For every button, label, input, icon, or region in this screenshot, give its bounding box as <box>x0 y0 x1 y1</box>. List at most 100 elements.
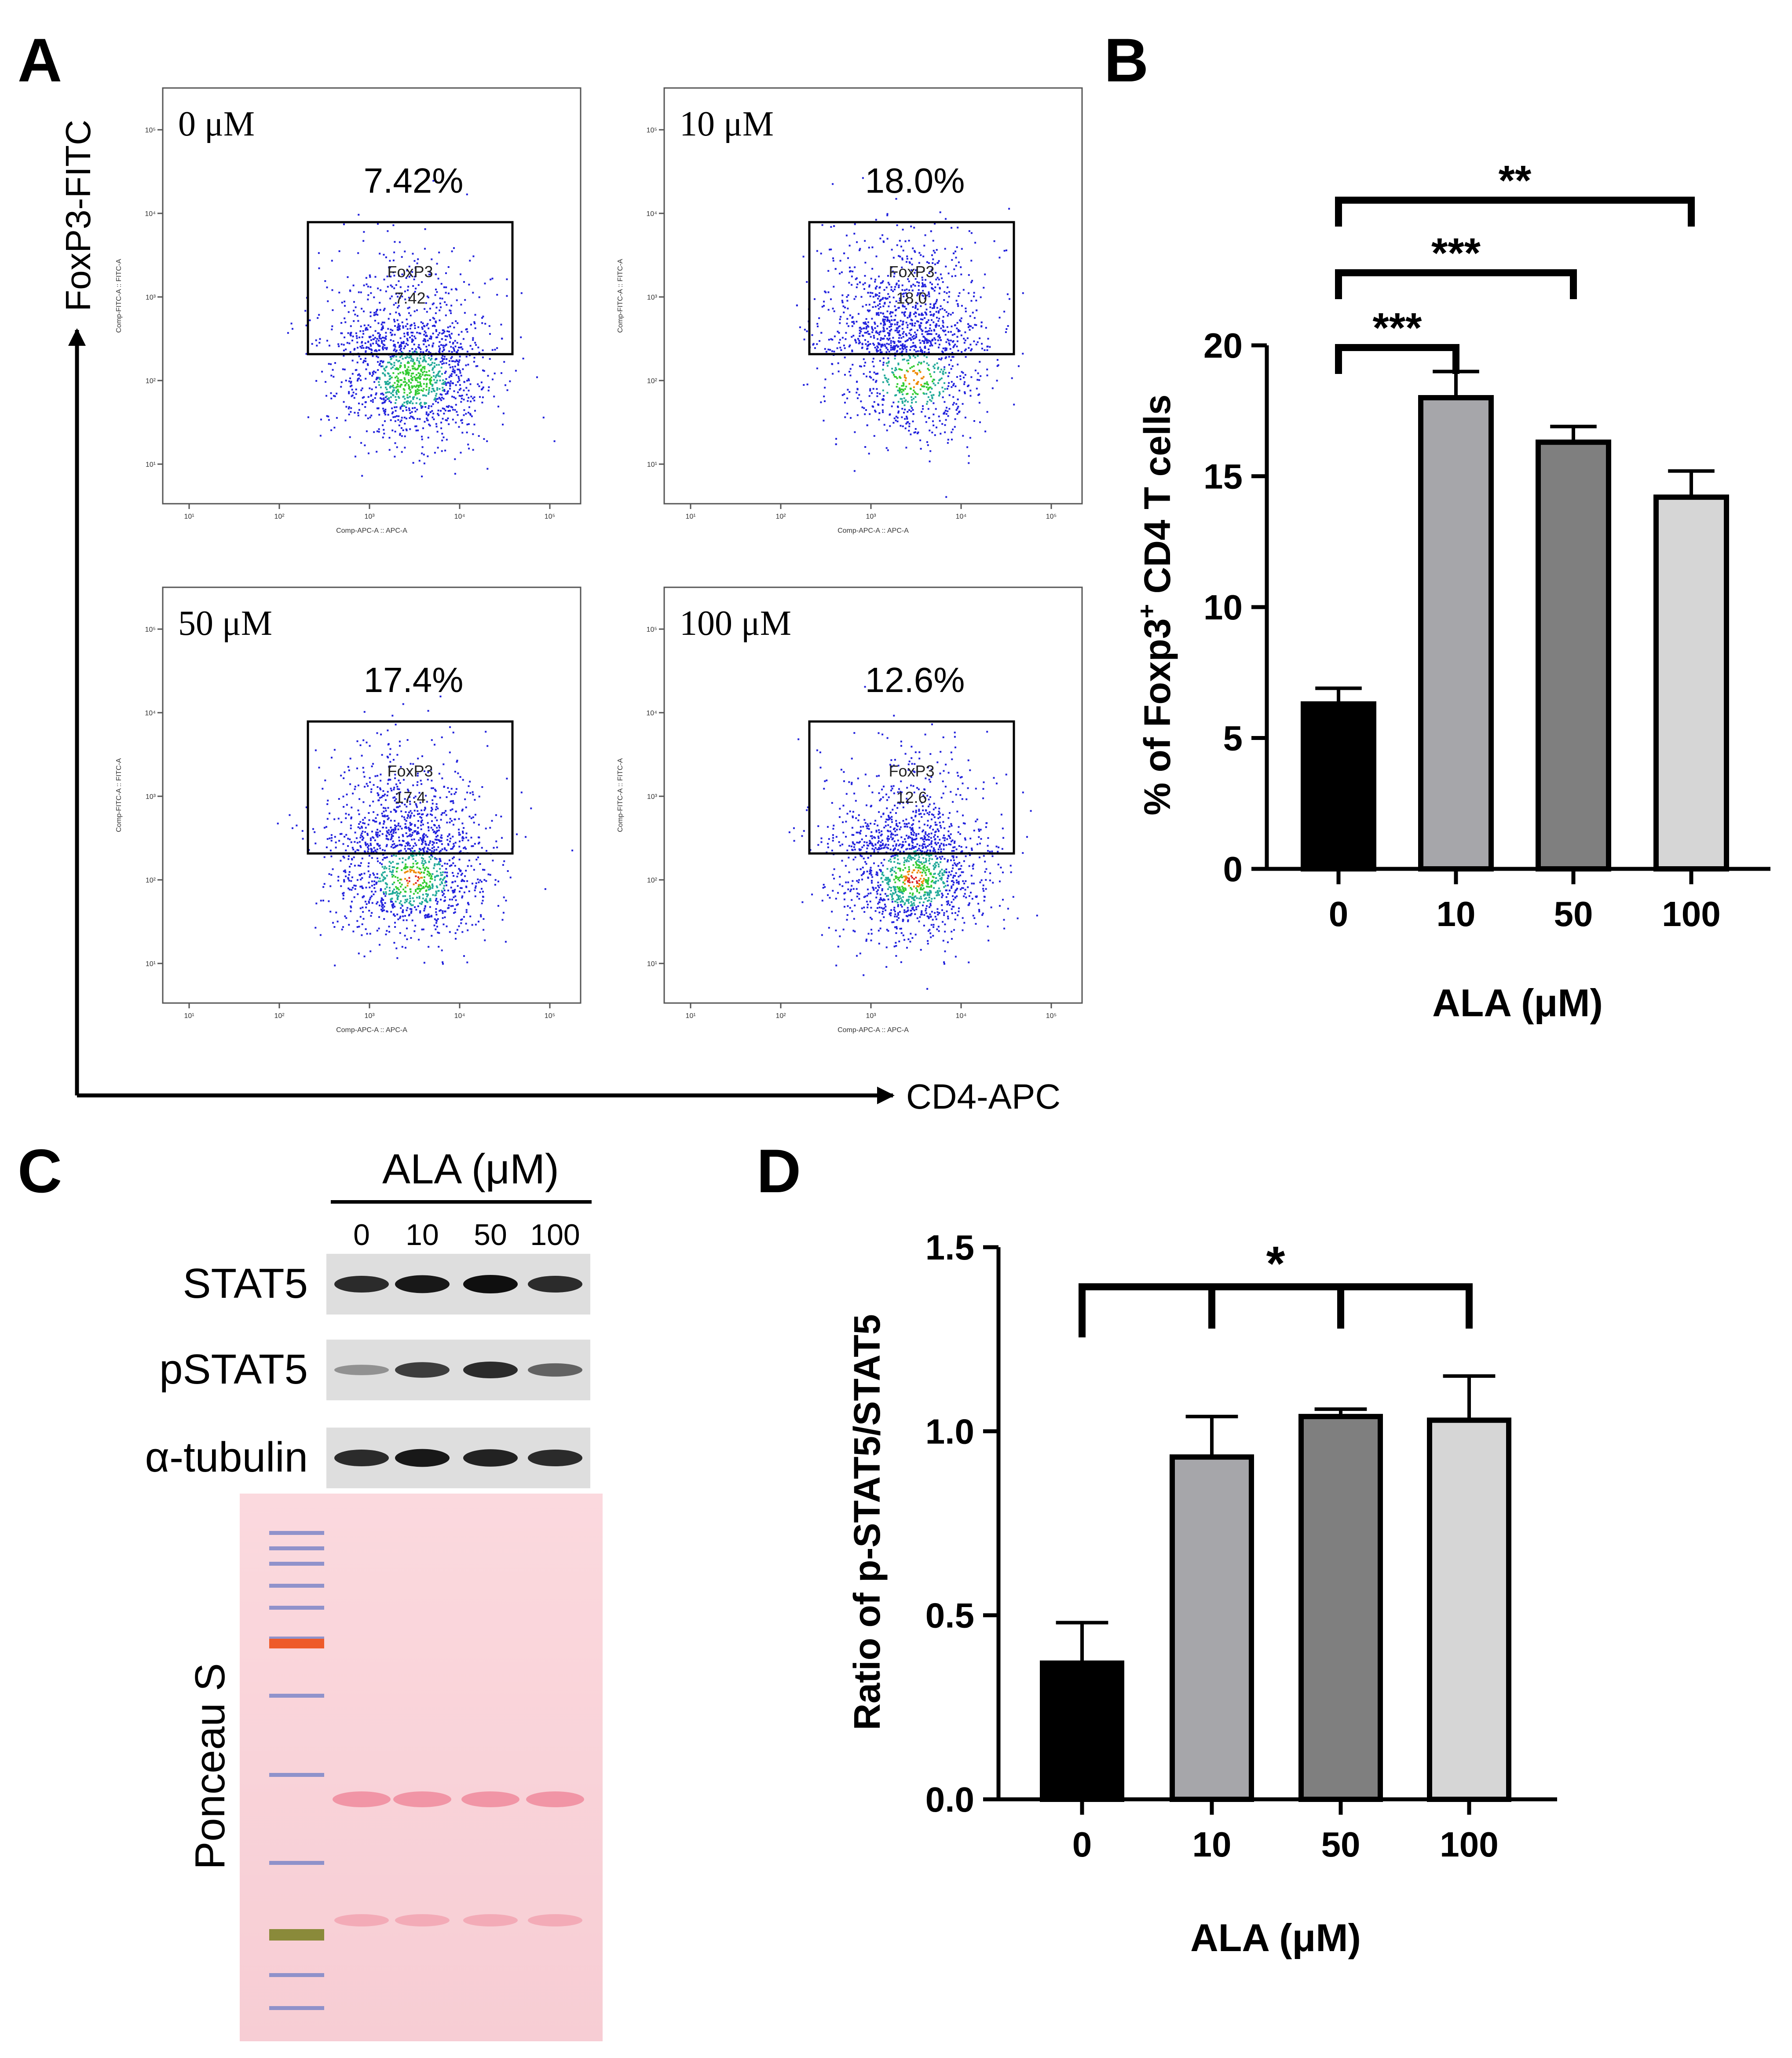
flow-event-dot <box>402 358 404 360</box>
flow-event-dot <box>823 300 825 303</box>
flow-event-dot <box>811 334 813 336</box>
flow-event-dot <box>831 802 833 804</box>
flow-event-dot <box>483 918 485 920</box>
flow-event-dot <box>430 376 432 378</box>
flow-event-dot <box>957 227 959 229</box>
flow-event-dot <box>436 870 438 872</box>
flow-event-dot <box>340 833 343 835</box>
flow-event-dot <box>413 363 415 365</box>
flow-event-dot <box>350 407 352 409</box>
flow-event-dot <box>886 392 889 394</box>
flow-event-dot <box>355 837 358 839</box>
flow-event-dot <box>382 325 384 327</box>
flow-event-dot <box>344 321 347 323</box>
flow-event-dot <box>406 901 408 903</box>
flow-event-dot <box>351 395 353 397</box>
flow-event-dot <box>944 411 946 414</box>
flow-event-dot <box>363 895 365 897</box>
flow-event-dot <box>904 859 906 861</box>
flow-event-dot <box>942 325 944 327</box>
flow-event-dot <box>970 281 973 283</box>
flow-event-dot <box>360 862 362 864</box>
flow-event-dot <box>911 264 913 266</box>
flow-event-dot <box>881 899 882 901</box>
flow-event-dot <box>445 344 447 346</box>
flow-event-dot <box>429 378 432 380</box>
flow-event-dot <box>919 292 921 294</box>
flow-event-dot <box>456 759 458 762</box>
flow-event-dot <box>397 360 399 363</box>
flow-event-dot <box>416 359 418 361</box>
flow-event-dot <box>911 345 914 348</box>
flow-event-dot <box>350 824 352 827</box>
flow-event-dot <box>441 843 443 845</box>
flow-event-dot <box>410 871 411 873</box>
flow-event-dot <box>463 409 465 411</box>
flow-event-dot <box>893 288 896 290</box>
flow-event-dot <box>438 364 440 366</box>
flow-event-dot <box>466 193 468 195</box>
flow-event-dot <box>874 410 877 413</box>
flow-event-dot <box>923 355 925 357</box>
flow-event-dot <box>913 335 915 337</box>
flow-event-dot <box>468 890 470 892</box>
flow-event-dot <box>369 373 371 375</box>
flow-event-dot <box>351 340 353 341</box>
flow-event-dot <box>909 316 911 318</box>
flow-event-dot <box>976 309 977 311</box>
flow-event-dot <box>908 240 910 242</box>
flow-event-dot <box>929 857 931 860</box>
flow-event-dot <box>347 877 349 879</box>
flow-plot-3: 10¹10¹10²10²10³10³10⁴10⁴10⁵10⁵Comp-FITC-… <box>617 586 1083 1034</box>
flow-event-dot <box>391 334 393 336</box>
flow-event-dot <box>842 928 845 930</box>
flow-event-dot <box>420 849 422 851</box>
flow-event-dot <box>880 919 881 922</box>
flow-event-dot <box>382 436 384 439</box>
flow-event-dot <box>454 366 456 367</box>
flow-event-dot <box>373 850 375 853</box>
flow-event-dot <box>958 862 961 864</box>
flow-event-dot <box>921 888 923 890</box>
flow-event-dot <box>476 365 479 367</box>
flow-event-dot <box>895 367 897 369</box>
flow-event-dot <box>351 385 353 387</box>
flow-event-dot <box>436 903 438 905</box>
flow-event-dot <box>940 273 942 275</box>
flow-event-dot <box>880 322 882 325</box>
flow-event-dot <box>887 282 889 284</box>
flow-event-dot <box>384 396 387 399</box>
flow-event-dot <box>383 410 385 412</box>
flow-event-dot <box>954 418 956 420</box>
flow-event-dot <box>945 496 947 498</box>
flow-event-dot <box>367 846 369 848</box>
flow-event-dot <box>962 782 964 784</box>
flow-event-dot <box>365 827 367 829</box>
flow-event-dot <box>948 342 950 344</box>
flow-event-dot <box>917 321 919 323</box>
flow-event-dot <box>392 869 394 872</box>
flow-event-dot <box>441 848 443 850</box>
flow-event-dot <box>887 357 889 359</box>
flow-event-dot <box>398 415 400 417</box>
flow-event-dot <box>478 824 480 826</box>
flow-event-dot <box>466 380 468 382</box>
flow-event-dot <box>483 929 485 931</box>
flow-event-dot <box>884 323 886 326</box>
flow-event-dot <box>889 319 891 322</box>
flow-event-dot <box>425 914 427 916</box>
flow-event-dot <box>954 344 956 346</box>
flow-event-dot <box>360 846 362 848</box>
flow-event-dot <box>910 285 912 287</box>
flow-event-dot <box>881 888 883 890</box>
flow-event-dot <box>841 301 844 304</box>
flow-event-dot <box>377 786 379 788</box>
flow-event-dot <box>867 333 870 335</box>
flow-event-dot <box>439 864 441 866</box>
flow-event-dot <box>398 327 400 329</box>
flow-event-dot <box>393 866 395 868</box>
flow-event-dot <box>920 322 922 324</box>
flow-event-dot <box>424 332 427 334</box>
flow-event-dot <box>421 839 423 841</box>
flow-event-dot <box>415 890 417 893</box>
